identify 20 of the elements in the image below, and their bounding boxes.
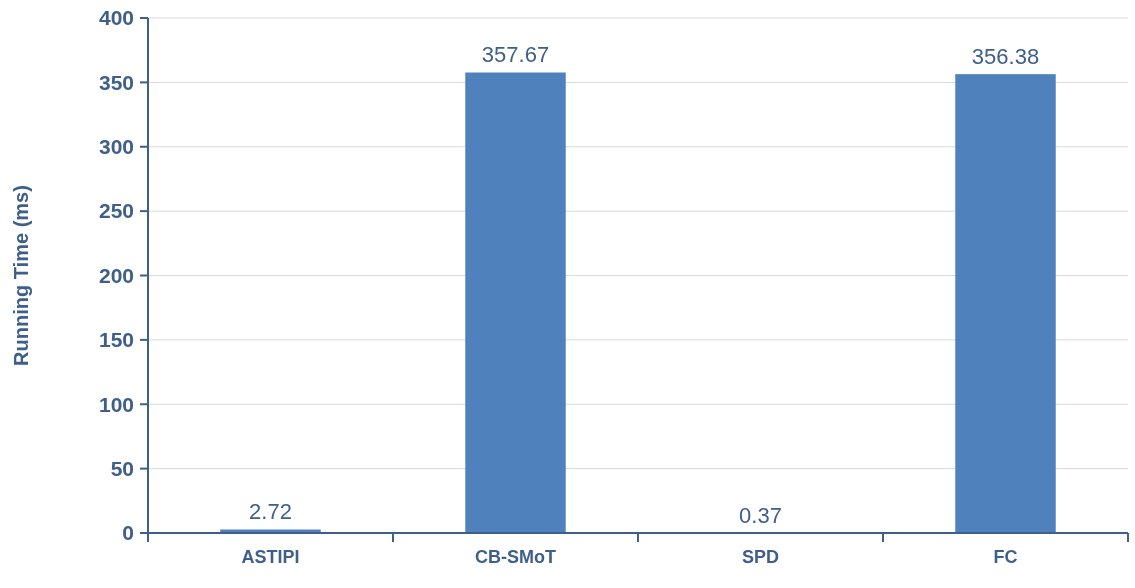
x-tick-label: FC <box>993 547 1018 567</box>
data-label: 2.72 <box>249 499 292 525</box>
x-tick-label: CB-SMoT <box>475 547 556 567</box>
y-tick-label: 100 <box>98 392 134 416</box>
data-label: 0.37 <box>739 502 782 528</box>
x-tick-label: SPD <box>741 547 780 567</box>
y-axis-title: Running Time (ms) <box>10 185 32 366</box>
y-tick-label: 50 <box>110 456 134 480</box>
y-tick-label: 150 <box>98 328 134 352</box>
y-tick-label: 0 <box>122 521 134 545</box>
bar <box>465 72 566 533</box>
bar <box>955 74 1056 533</box>
y-tick-label: 250 <box>98 199 134 223</box>
data-label: 357.67 <box>481 42 550 68</box>
y-tick-label: 300 <box>98 135 134 159</box>
y-tick-label: 400 <box>98 6 134 30</box>
y-tick-label: 350 <box>98 70 134 94</box>
y-tick-label: 200 <box>98 263 134 287</box>
data-label: 356.38 <box>971 44 1040 70</box>
x-tick-label: ASTIPI <box>241 547 300 567</box>
